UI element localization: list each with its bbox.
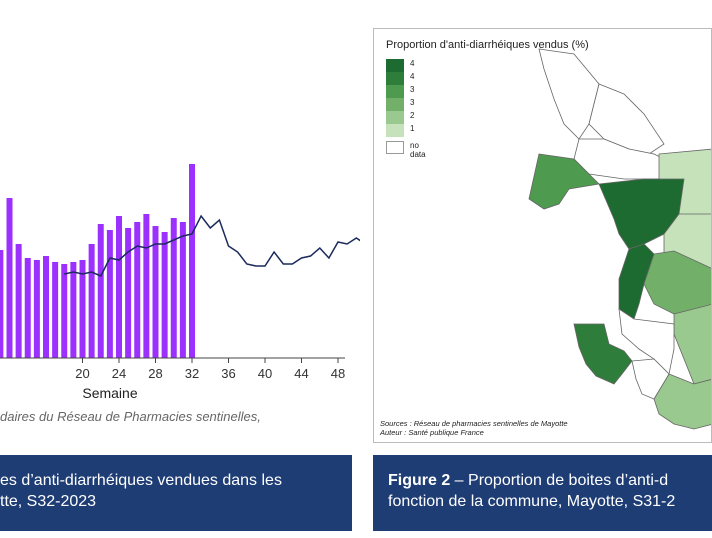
bar [33,260,40,358]
bar [143,214,150,358]
bar [106,230,113,358]
bar [61,264,68,358]
legend-swatch [386,85,404,98]
legend-label: 1 [410,124,415,133]
bar [125,228,132,358]
map-region [618,243,655,320]
map-region [573,323,633,385]
bar [116,216,122,358]
legend-label: 4 [410,59,415,68]
weekly-sales-chart: 202428323640444852 Semaine [0,164,360,401]
legend-label: no data [410,141,426,159]
bar [43,256,49,358]
caption-line-2: fonction de la commune, Mayotte, S31-2 [388,493,676,510]
legend-swatch [386,98,404,111]
caption-dash: – [450,472,469,489]
bar [152,226,159,358]
x-tick-label: 32 [185,366,199,381]
legend-swatch [386,59,404,72]
map-title: Proportion d'anti-diarrhéiques vendus (%… [386,39,589,51]
map-author-line: Auteur : Santé publique France [380,428,484,437]
figure-2-caption: Figure 2 – Proportion de boites d’anti-d… [373,455,712,531]
figure-1-caption: es d’anti-diarrhéiques vendues dans les … [0,455,352,531]
caption-line-1: es d’anti-diarrhéiques vendues dans les [0,472,282,489]
bar-series [0,164,195,358]
x-tick-label: 48 [331,366,345,381]
caption-text: Proportion de boites d’anti-d [468,472,669,489]
x-tick-label: 28 [148,366,162,381]
caption-line-2: tte, S32-2023 [0,493,97,510]
x-axis-label: Semaine [82,385,137,401]
bar [97,224,104,358]
map-region [653,373,711,430]
x-ticks: 202428323640444852 [75,358,345,381]
map-region [538,48,600,140]
bar [0,250,4,358]
x-tick-label: 40 [258,366,272,381]
bar [88,244,95,358]
map-region [631,358,670,400]
map-source-line: Sources : Réseau de pharmacies sentinell… [380,419,568,428]
bar [161,232,168,358]
x-tick-label: 44 [294,366,308,381]
bar [134,222,141,358]
bar [70,262,77,358]
map-sources: Sources : Réseau de pharmacies sentinell… [380,419,568,437]
line-series [64,214,360,277]
map-region [673,304,711,385]
chart-source-note: daires du Réseau de Pharmacies sentinell… [0,409,261,424]
figure-label: Figure 2 [388,472,451,489]
map-panel: Proportion d'anti-diarrhéiques vendus (%… [373,28,712,443]
caption-line-1: Figure 2 – Proportion de boites d’anti-d [388,470,712,491]
map-region [528,153,600,210]
x-tick-label: 20 [75,366,89,381]
mayotte-commune-map [528,48,711,430]
bar [189,164,195,358]
legend-label: 3 [410,98,415,107]
legend-swatch [386,124,404,137]
legend-swatch [386,72,404,85]
bar [179,222,186,358]
legend-label: 2 [410,111,415,120]
x-tick-label: 36 [221,366,235,381]
bar [170,218,177,358]
bar [24,258,31,358]
legend-swatch [386,111,404,124]
bar [52,262,59,358]
bar [15,244,22,358]
x-tick-label: 24 [112,366,126,381]
legend-swatch [386,141,404,154]
map-region [598,178,685,250]
bar [79,260,86,358]
legend-label: 4 [410,72,415,81]
bar [6,198,13,358]
legend-label: 3 [410,85,415,94]
